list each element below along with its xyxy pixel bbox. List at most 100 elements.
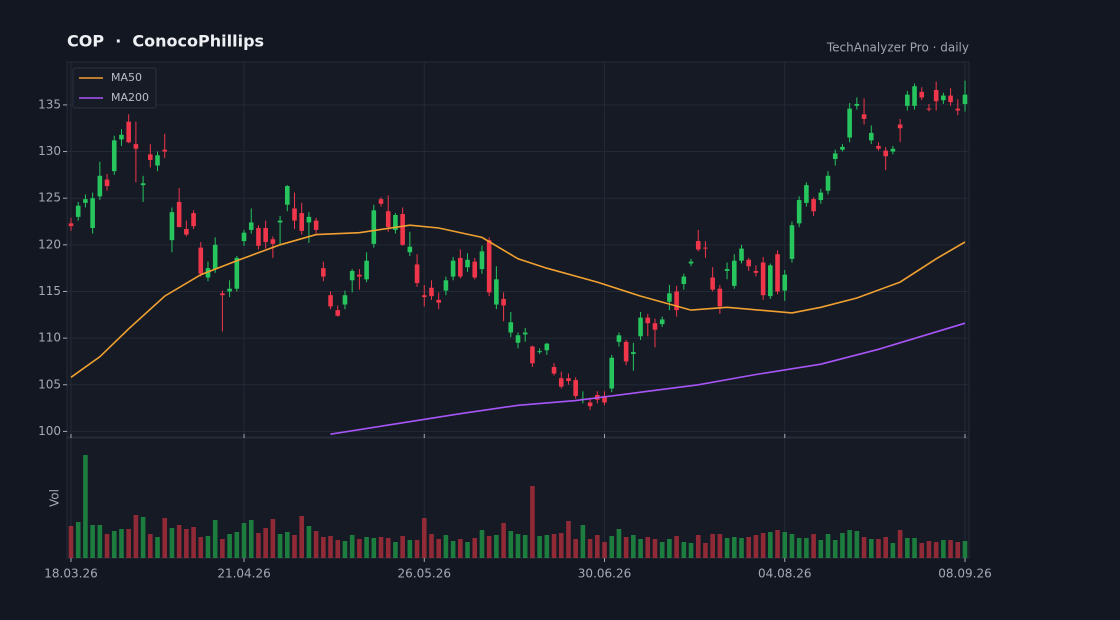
candle-body <box>241 232 247 242</box>
candle-body <box>191 213 196 227</box>
candle-body <box>400 214 405 245</box>
volume-bar <box>558 533 564 558</box>
candle-body <box>111 140 117 172</box>
volume-bar <box>378 537 384 558</box>
candle-body <box>68 223 74 227</box>
volume-bar <box>227 534 232 558</box>
candle-body <box>357 274 362 277</box>
candle-body <box>832 153 838 160</box>
volume-bar <box>847 530 852 558</box>
candle-body <box>695 241 701 250</box>
candle-body <box>796 200 802 224</box>
volume-bar <box>948 540 953 558</box>
volume-bar <box>429 534 434 558</box>
volume-bar <box>623 537 629 558</box>
candle-body <box>90 198 95 229</box>
candle-body <box>847 108 852 138</box>
volume-bar <box>371 538 377 558</box>
y-tick-label: 110 <box>38 331 61 345</box>
volume-bar <box>688 543 694 558</box>
candle-body <box>436 299 441 303</box>
volume-bar <box>328 536 333 558</box>
candle-body <box>868 132 874 141</box>
chart-subtitle: TechAnalyzer Pro · daily <box>826 41 969 55</box>
x-tick-label: 08.09.26 <box>938 567 991 581</box>
candle-body <box>292 208 297 221</box>
volume-bar <box>854 531 860 558</box>
candle-body <box>212 244 218 270</box>
candle-body <box>811 199 816 212</box>
volume-bar <box>465 542 470 558</box>
candle-body <box>659 319 665 325</box>
volume-bar <box>83 455 88 558</box>
volume-bar <box>119 529 124 558</box>
volume-bar <box>479 530 485 558</box>
candle-body <box>775 254 780 292</box>
candle-body <box>609 357 615 389</box>
volume-bar <box>522 535 528 558</box>
volume-bar <box>155 537 160 558</box>
x-tick-label: 04.08.26 <box>758 567 811 581</box>
candle-body <box>962 94 968 104</box>
volume-bar <box>184 529 189 558</box>
volume-bar <box>580 525 586 558</box>
y-tick-label: 105 <box>38 377 61 391</box>
volume-bar <box>616 529 622 558</box>
volume-bar <box>941 540 946 558</box>
volume-bar <box>818 540 824 558</box>
candle-body <box>169 212 175 241</box>
candle-body <box>739 248 744 261</box>
volume-bar <box>876 539 881 558</box>
volume-bar <box>832 540 838 558</box>
volume-bar <box>248 520 254 558</box>
candle-body <box>544 343 550 351</box>
candle-body <box>602 395 607 403</box>
y-tick-label: 125 <box>38 191 61 205</box>
volume-bar <box>681 542 687 558</box>
volume-bar <box>68 526 74 558</box>
volume-bar <box>357 539 362 558</box>
volume-bar <box>277 534 283 558</box>
volume-bar <box>868 539 874 558</box>
volume-bar <box>364 537 369 558</box>
candle-body <box>321 268 326 277</box>
candle-body <box>198 247 204 274</box>
candle-body <box>616 335 622 342</box>
moving-average-line <box>330 322 966 435</box>
volume-bar <box>739 538 744 558</box>
candle-body <box>140 183 146 186</box>
candle-body <box>667 293 672 302</box>
candle-body <box>263 228 268 243</box>
candle-body <box>912 86 917 106</box>
candle-body <box>205 268 211 278</box>
candle-body <box>645 317 651 324</box>
candle-body <box>840 146 845 150</box>
candle-body <box>328 295 333 307</box>
volume-bar <box>97 525 103 558</box>
candle-body <box>731 260 737 286</box>
volume-bar <box>926 541 932 558</box>
candle-body <box>306 216 312 223</box>
volume-bar <box>198 537 204 558</box>
candle-body <box>573 380 578 396</box>
candle-body <box>955 108 961 111</box>
candle-body <box>724 269 730 271</box>
volume-bar <box>90 525 95 558</box>
volume-bar <box>659 542 665 558</box>
volume-bar <box>595 535 600 558</box>
volume-bar <box>890 543 896 558</box>
candle-body <box>941 95 946 101</box>
candle-body <box>126 121 131 143</box>
candle-body <box>284 186 290 205</box>
candle-body <box>674 291 679 311</box>
y-tick-label: 130 <box>38 144 61 158</box>
volume-bar <box>695 535 701 558</box>
y-tick-label: 100 <box>38 424 61 438</box>
volume-bar <box>674 536 679 558</box>
candle-body <box>220 293 225 296</box>
volume-bar <box>912 538 917 558</box>
candle-body <box>97 175 103 197</box>
volume-bar <box>176 525 182 558</box>
volume-bar <box>133 515 139 558</box>
volume-bar <box>840 533 845 558</box>
